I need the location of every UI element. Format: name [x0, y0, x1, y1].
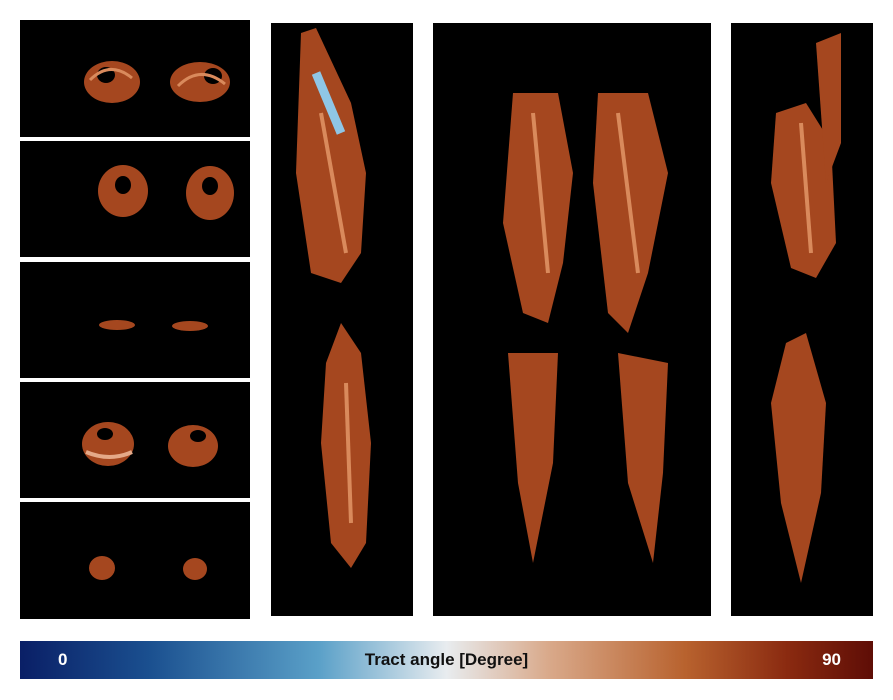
- sagittal-left-projection: [271, 23, 413, 616]
- sagittal-right-projection: [731, 23, 873, 616]
- tract-angle-colorbar: 0 Tract angle [Degree] 90: [20, 641, 873, 679]
- axial-slice-2: [20, 141, 250, 257]
- colorbar-min-label: 0: [58, 650, 68, 669]
- colorbar-max-label: 90: [822, 650, 841, 669]
- axial-slice-3: [20, 262, 250, 378]
- axial-slice-1: [20, 20, 250, 137]
- axial-slice-4: [20, 382, 250, 498]
- colorbar-title: Tract angle [Degree]: [364, 650, 529, 669]
- axial-slice-5: [20, 502, 250, 619]
- coronal-projection: [433, 23, 711, 616]
